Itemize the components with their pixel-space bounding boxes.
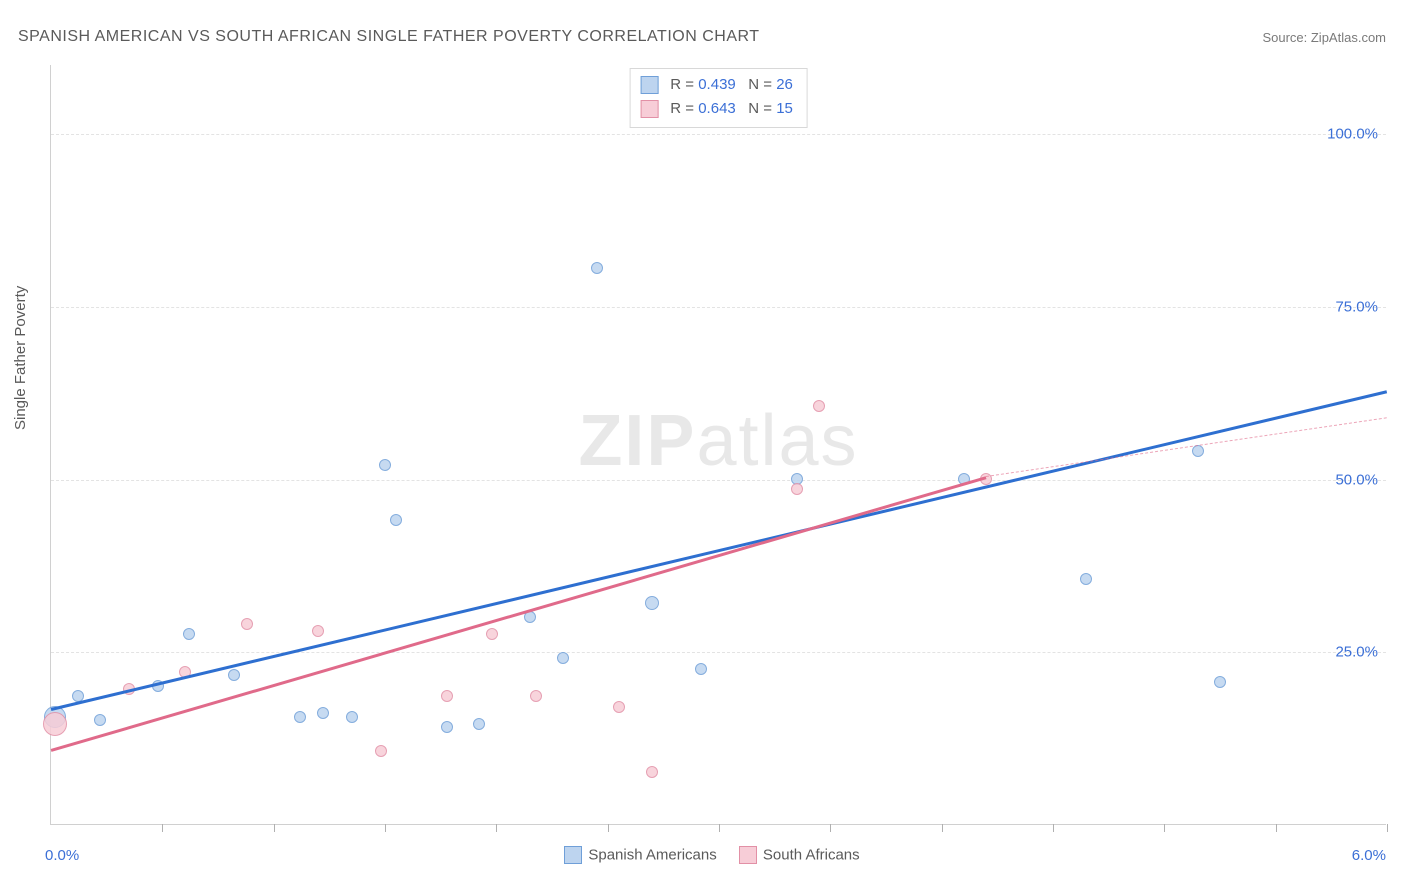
x-tick xyxy=(496,824,497,832)
scatter-point xyxy=(43,712,67,736)
stat-n-value: 15 xyxy=(776,100,793,117)
scatter-point xyxy=(183,628,195,640)
gridline xyxy=(51,652,1386,653)
y-axis-label: Single Father Poverty xyxy=(12,286,29,430)
trend-line xyxy=(51,390,1388,710)
scatter-point xyxy=(1192,445,1204,457)
x-tick xyxy=(385,824,386,832)
x-tick xyxy=(274,824,275,832)
chart-container: SPANISH AMERICAN VS SOUTH AFRICAN SINGLE… xyxy=(0,0,1406,892)
bottom-legend: Spanish Americans South Africans xyxy=(0,846,1406,864)
scatter-point xyxy=(375,745,387,757)
x-tick xyxy=(1276,824,1277,832)
scatter-point xyxy=(646,766,658,778)
scatter-point xyxy=(312,625,324,637)
scatter-point xyxy=(613,701,625,713)
stat-r-value: 0.439 xyxy=(698,76,736,93)
legend-label: Spanish Americans xyxy=(588,847,716,864)
x-tick xyxy=(1053,824,1054,832)
y-tick-label: 75.0% xyxy=(1335,298,1378,315)
scatter-point xyxy=(557,652,569,664)
scatter-point xyxy=(591,262,603,274)
x-tick xyxy=(942,824,943,832)
scatter-point xyxy=(441,721,453,733)
scatter-point xyxy=(294,711,306,723)
scatter-point xyxy=(441,690,453,702)
chart-title: SPANISH AMERICAN VS SOUTH AFRICAN SINGLE… xyxy=(18,28,760,46)
y-tick-label: 25.0% xyxy=(1335,644,1378,661)
plot-area: ZIPatlas R = 0.439 N = 26 R = 0.643 N = … xyxy=(50,65,1386,825)
x-tick xyxy=(1387,824,1388,832)
legend-swatch-icon xyxy=(739,846,757,864)
gridline xyxy=(51,307,1386,308)
scatter-point xyxy=(228,669,240,681)
scatter-point xyxy=(241,618,253,630)
gridline xyxy=(51,480,1386,481)
legend-swatch-icon xyxy=(564,846,582,864)
scatter-point xyxy=(317,707,329,719)
scatter-point xyxy=(1214,676,1226,688)
trend-line-dashed xyxy=(986,417,1387,477)
y-tick-label: 50.0% xyxy=(1335,471,1378,488)
scatter-point xyxy=(1080,573,1092,585)
stat-legend-row: R = 0.439 N = 26 xyxy=(640,73,793,97)
scatter-point xyxy=(530,690,542,702)
x-tick xyxy=(162,824,163,832)
scatter-point xyxy=(379,459,391,471)
legend-label: South Africans xyxy=(763,847,860,864)
legend-swatch-icon xyxy=(640,76,658,94)
stat-legend: R = 0.439 N = 26 R = 0.643 N = 15 xyxy=(629,68,808,128)
scatter-point xyxy=(645,596,659,610)
trend-line xyxy=(51,476,987,751)
watermark-bold: ZIP xyxy=(578,400,696,480)
scatter-point xyxy=(813,400,825,412)
x-tick xyxy=(830,824,831,832)
stat-legend-row: R = 0.643 N = 15 xyxy=(640,97,793,121)
y-tick-label: 100.0% xyxy=(1327,126,1378,143)
scatter-point xyxy=(791,483,803,495)
x-tick xyxy=(719,824,720,832)
scatter-point xyxy=(390,514,402,526)
watermark-light: atlas xyxy=(696,400,858,480)
source-label: Source: ZipAtlas.com xyxy=(1262,30,1386,45)
x-tick xyxy=(1164,824,1165,832)
stat-r-value: 0.643 xyxy=(698,100,736,117)
stat-n-value: 26 xyxy=(776,76,793,93)
x-tick xyxy=(608,824,609,832)
gridline xyxy=(51,134,1386,135)
legend-swatch-icon xyxy=(640,100,658,118)
scatter-point xyxy=(473,718,485,730)
scatter-point xyxy=(94,714,106,726)
scatter-point xyxy=(346,711,358,723)
scatter-point xyxy=(695,663,707,675)
scatter-point xyxy=(486,628,498,640)
